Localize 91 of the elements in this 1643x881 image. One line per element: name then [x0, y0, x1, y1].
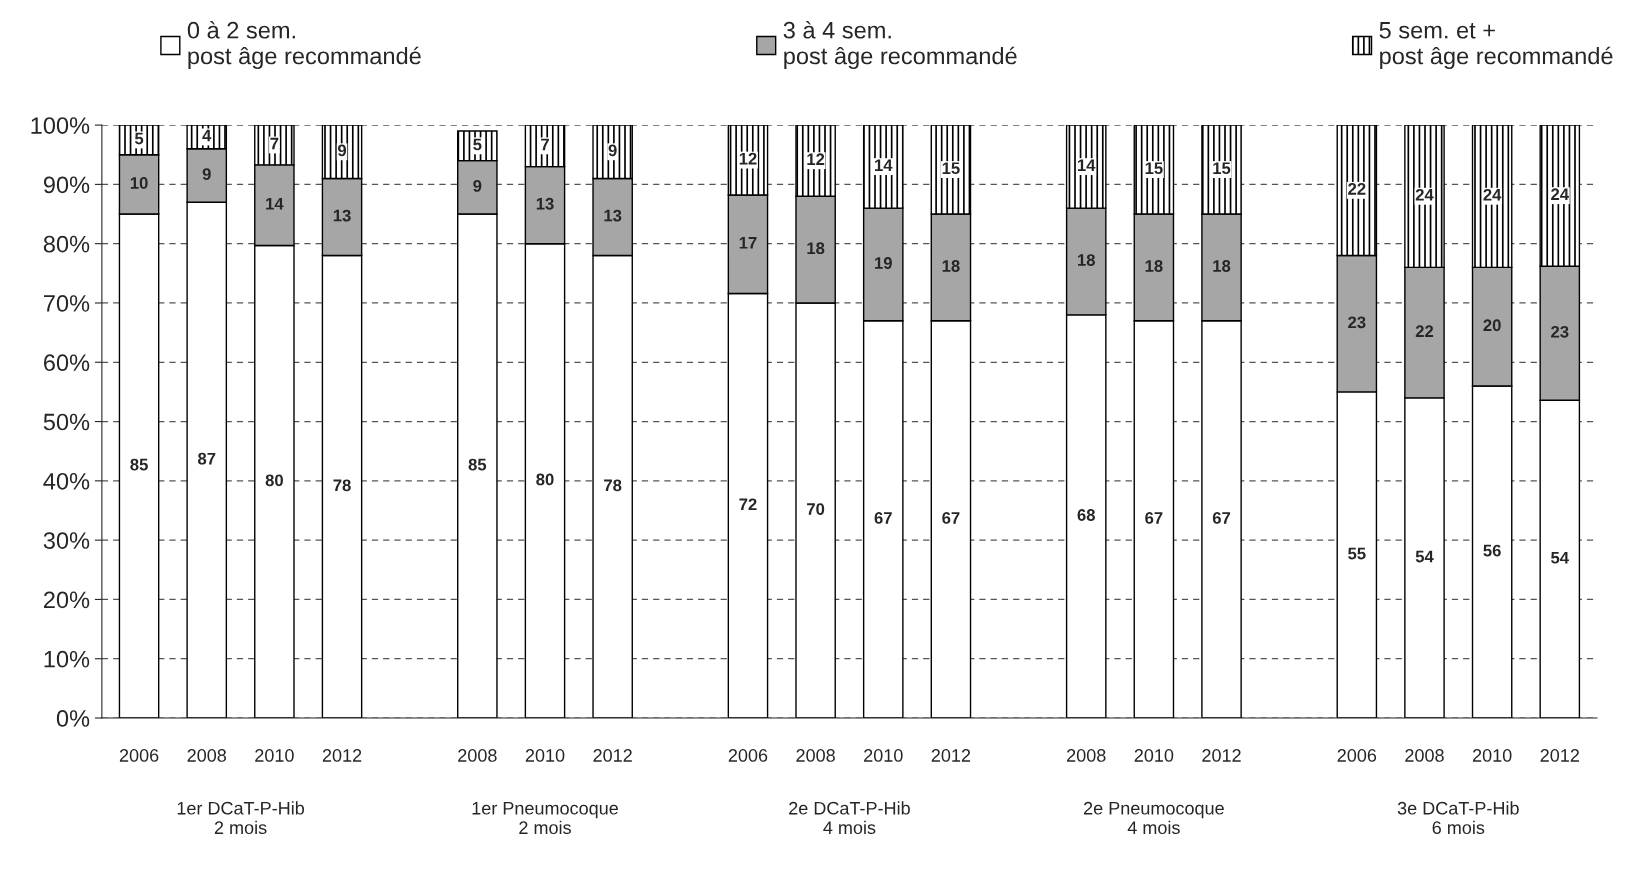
data-label: 14 — [266, 197, 284, 210]
data-label: 80 — [265, 474, 283, 487]
y-tick-label: 10% — [44, 650, 90, 668]
y-tick-label: 30% — [43, 532, 90, 549]
data-label: 7 — [541, 138, 549, 151]
y-tick-label: 100% — [31, 117, 90, 134]
data-label: 68 — [1077, 509, 1095, 521]
data-label: 67 — [874, 512, 892, 524]
data-label: 4 — [202, 129, 212, 142]
data-label: 14 — [1078, 159, 1096, 171]
text: 1er DCaT-P-Hib 2 mois — [177, 801, 305, 835]
x-tick-label: 2010 — [525, 749, 565, 762]
y-tick-label: 50% — [43, 413, 90, 431]
data-label: 13 — [536, 197, 554, 210]
x-tick-label: 2012 — [1540, 749, 1579, 762]
x-tick-label: 2006 — [1337, 749, 1377, 762]
legend-label: 0 à 2 sem. post âge recommandé — [187, 20, 421, 70]
data-label: 9 — [337, 144, 347, 157]
data-label: 14 — [875, 159, 893, 171]
data-label: 80 — [536, 473, 554, 486]
data-label: 9 — [202, 168, 211, 180]
data-label: 18 — [807, 242, 825, 255]
data-label: 15 — [1145, 162, 1163, 175]
y-tick-label: 20% — [43, 591, 90, 609]
data-label: 18 — [1213, 260, 1231, 272]
y-tick-label: 60% — [44, 354, 90, 372]
y-tick-label: 90% — [43, 176, 90, 194]
x-tick-label: 2006 — [728, 749, 768, 762]
data-label: 85 — [468, 458, 487, 471]
x-tick-label: 2012 — [1202, 749, 1241, 762]
x-tick-label: 2008 — [1405, 749, 1444, 762]
data-label: 67 — [1145, 512, 1163, 524]
data-label: 18 — [1078, 254, 1095, 266]
data-label: 17 — [739, 237, 757, 249]
data-label: 9 — [608, 144, 617, 157]
data-label: 7 — [270, 137, 279, 150]
x-tick-label: 2012 — [931, 749, 971, 762]
data-label: 70 — [807, 503, 825, 515]
x-tick-label: 2010 — [1134, 749, 1174, 762]
data-label: 23 — [1551, 325, 1569, 338]
data-label: 55 — [1348, 547, 1366, 560]
data-label: 22 — [1415, 325, 1434, 337]
data-label: 9 — [473, 180, 482, 192]
data-label: 23 — [1348, 316, 1366, 329]
data-label: 20 — [1483, 319, 1501, 332]
data-label: 67 — [1212, 512, 1231, 524]
text: 1er Pneumocoque 2 mois — [472, 802, 618, 835]
data-label: 15 — [942, 162, 960, 175]
text: 2e Pneumocoque 4 mois — [1084, 801, 1224, 835]
x-tick-label: 2006 — [119, 749, 159, 762]
text: 3e DCaT-P-Hib 6 mois — [1397, 801, 1519, 835]
data-label: 72 — [739, 498, 757, 511]
data-label: 54 — [1551, 551, 1569, 564]
x-tick-label: 2008 — [1067, 749, 1106, 762]
data-label: 24 — [1415, 188, 1434, 201]
y-tick-label: 80% — [43, 235, 90, 253]
x-tick-label: 2008 — [796, 749, 835, 762]
data-label: 5 — [134, 132, 144, 145]
data-label: 54 — [1415, 550, 1434, 563]
data-label: 12 — [807, 153, 825, 165]
x-tick-label: 2012 — [593, 749, 632, 762]
data-label: 15 — [1213, 162, 1231, 175]
x-tick-label: 2010 — [864, 749, 903, 762]
legend-label: 3 à 4 sem. post âge recommandé — [783, 20, 1017, 70]
x-tick-label: 2010 — [255, 749, 294, 762]
y-tick-label: 40% — [43, 472, 90, 490]
data-label: 12 — [739, 152, 757, 165]
x-tick-label: 2008 — [187, 749, 227, 762]
data-label: 24 — [1483, 188, 1502, 201]
data-label: 78 — [604, 479, 622, 492]
data-label: 56 — [1483, 544, 1501, 557]
x-tick-label: 2012 — [322, 749, 362, 762]
data-label: 18 — [1145, 260, 1163, 272]
text: 2e DCaT-P-Hib 4 mois — [789, 801, 910, 835]
data-label: 85 — [130, 458, 148, 471]
data-label: 10 — [130, 177, 148, 189]
data-label: 19 — [875, 257, 892, 269]
data-label: 67 — [942, 512, 960, 524]
data-label: 87 — [197, 452, 216, 465]
legend-label: 5 sem. et + post âge recommandé — [1379, 22, 1613, 70]
y-tick-label: 0% — [56, 710, 90, 727]
data-label: 13 — [604, 209, 622, 222]
data-label: 5 — [473, 138, 482, 151]
x-tick-label: 2008 — [458, 749, 497, 762]
data-label: 18 — [942, 260, 960, 272]
data-label: 22 — [1348, 182, 1366, 195]
y-tick-label: 70% — [44, 295, 90, 312]
data-label: 24 — [1551, 188, 1569, 200]
data-label: 13 — [333, 209, 351, 222]
data-label: 78 — [333, 479, 351, 492]
x-tick-label: 2010 — [1472, 749, 1512, 762]
